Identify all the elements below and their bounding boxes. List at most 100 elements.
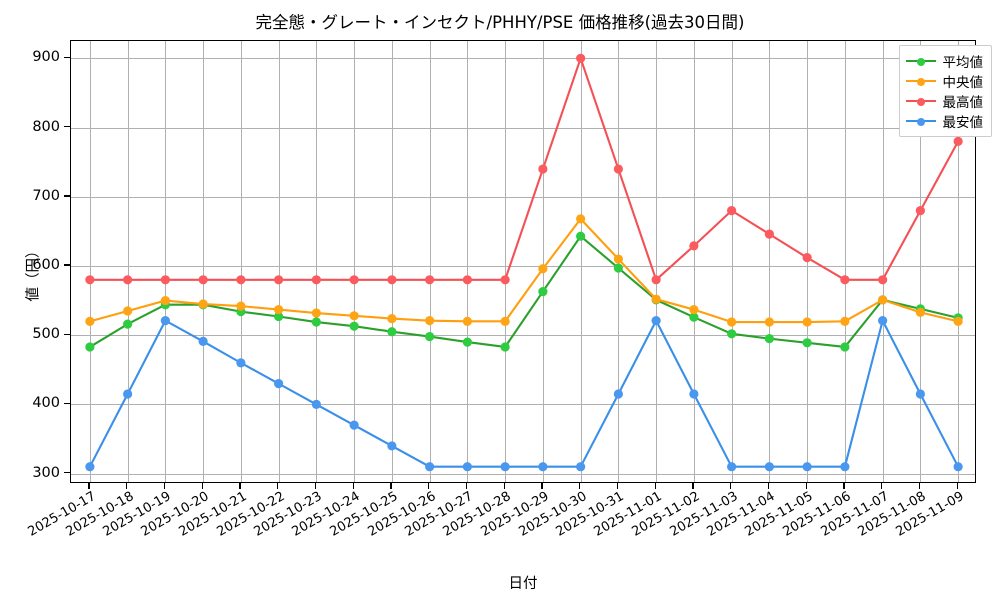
data-point — [85, 342, 95, 352]
data-point — [576, 214, 586, 224]
data-point — [613, 389, 623, 399]
plot-area — [70, 40, 976, 483]
y-tick-mark — [64, 402, 70, 405]
x-tick-mark — [805, 483, 807, 489]
x-tick-mark — [314, 483, 317, 489]
data-point — [85, 275, 95, 285]
data-point — [576, 231, 586, 241]
y-axis-tick-labels: 300 400 500 600 700 800 900 — [0, 40, 60, 483]
gridline-vertical — [958, 41, 960, 482]
x-tick-mark — [428, 483, 430, 489]
y-tick-mark — [64, 333, 70, 335]
legend-item-label: 最安値 — [942, 115, 984, 131]
data-point — [840, 462, 850, 472]
data-point — [953, 316, 963, 326]
data-point — [349, 420, 359, 430]
gridline-vertical — [127, 41, 129, 482]
x-tick-mark — [239, 483, 241, 489]
data-point — [123, 389, 133, 399]
data-point — [236, 275, 246, 285]
y-tick-mark — [64, 264, 70, 266]
series-最高値 — [85, 53, 963, 285]
legend-swatch-icon — [905, 74, 936, 88]
data-point — [727, 205, 737, 216]
series-line — [88, 57, 960, 281]
data-point — [462, 462, 472, 472]
data-point — [953, 462, 963, 472]
data-point — [123, 319, 133, 329]
legend-item-label: 最高値 — [942, 95, 984, 111]
data-point — [387, 441, 397, 451]
gridline-vertical — [278, 41, 280, 482]
y-tick-label: 300 — [32, 464, 60, 481]
y-axis-tick-marks — [0, 40, 76, 483]
data-point — [349, 275, 359, 285]
gridline-horizontal — [71, 404, 975, 406]
data-point — [160, 316, 170, 326]
data-point — [915, 205, 925, 216]
gridline-vertical — [165, 41, 167, 482]
x-tick-mark — [654, 483, 656, 489]
data-point — [802, 462, 812, 472]
x-tick-mark — [465, 483, 468, 489]
data-point — [764, 334, 774, 344]
data-point — [274, 311, 284, 322]
data-point — [311, 308, 321, 318]
data-point — [727, 329, 737, 339]
data-point — [576, 462, 586, 472]
x-tick-mark — [163, 483, 166, 489]
x-tick-mark — [692, 483, 694, 489]
data-point — [462, 275, 472, 285]
x-tick-mark — [503, 483, 505, 489]
data-point — [878, 295, 888, 305]
gridline-vertical — [467, 41, 469, 482]
gridline-vertical — [391, 41, 393, 482]
gridline-vertical — [89, 41, 91, 482]
data-point — [915, 307, 925, 317]
data-point — [425, 462, 435, 472]
data-point — [538, 462, 548, 472]
y-tick-mark — [64, 126, 70, 128]
data-point — [198, 299, 208, 309]
x-tick-mark — [767, 483, 770, 489]
legend-item-平均値[interactable]: 平均値 — [905, 51, 983, 71]
data-point — [387, 275, 397, 285]
x-tick-mark — [843, 483, 845, 489]
gridline-vertical — [656, 41, 658, 482]
series-line — [88, 319, 960, 468]
x-tick-mark — [579, 483, 581, 489]
gridline-vertical — [731, 41, 733, 482]
gridline-vertical — [693, 41, 695, 482]
legend-item-最安値[interactable]: 最安値 — [905, 111, 984, 131]
x-tick-mark — [88, 483, 90, 489]
x-tick-mark — [541, 483, 543, 489]
x-tick-mark — [918, 483, 921, 489]
data-point — [764, 462, 774, 472]
data-point — [613, 164, 623, 174]
series-line — [88, 217, 960, 324]
data-point — [689, 389, 699, 399]
x-tick-mark — [390, 483, 392, 489]
data-point — [613, 254, 623, 264]
data-point — [311, 275, 321, 285]
data-point — [387, 327, 397, 337]
data-point — [651, 294, 661, 304]
data-point — [538, 286, 548, 297]
gridline-vertical — [580, 41, 582, 482]
y-tick-label: 600 — [32, 256, 60, 273]
y-tick-mark — [64, 195, 70, 197]
data-point — [764, 317, 774, 327]
legend-item-中央値[interactable]: 中央値 — [905, 71, 984, 91]
data-point — [802, 338, 812, 348]
gridline-vertical — [505, 41, 507, 482]
x-tick-mark — [277, 483, 279, 489]
data-point — [764, 229, 774, 239]
legend-item-最高値[interactable]: 最高値 — [905, 91, 984, 111]
gridline-horizontal — [71, 58, 975, 60]
data-point — [689, 241, 699, 251]
gridline-horizontal — [71, 473, 975, 475]
legend-item-label: 中央値 — [942, 75, 984, 91]
x-tick-mark — [201, 483, 203, 489]
data-point — [425, 316, 435, 326]
